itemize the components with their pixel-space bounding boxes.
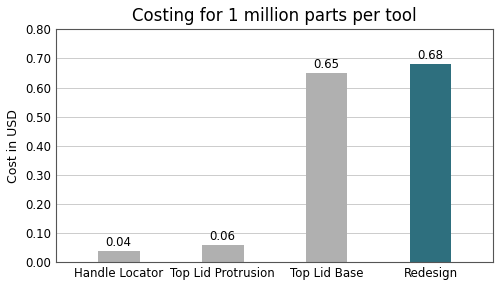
Text: 0.06: 0.06 <box>210 230 236 243</box>
Y-axis label: Cost in USD: Cost in USD <box>7 109 20 183</box>
Text: 0.04: 0.04 <box>106 236 132 249</box>
Bar <box>98 251 140 262</box>
Title: Costing for 1 million parts per tool: Costing for 1 million parts per tool <box>132 7 417 25</box>
Bar <box>306 73 348 262</box>
Bar <box>202 245 243 262</box>
Text: 0.65: 0.65 <box>314 58 340 71</box>
Bar <box>410 64 452 262</box>
Text: 0.68: 0.68 <box>418 49 444 62</box>
